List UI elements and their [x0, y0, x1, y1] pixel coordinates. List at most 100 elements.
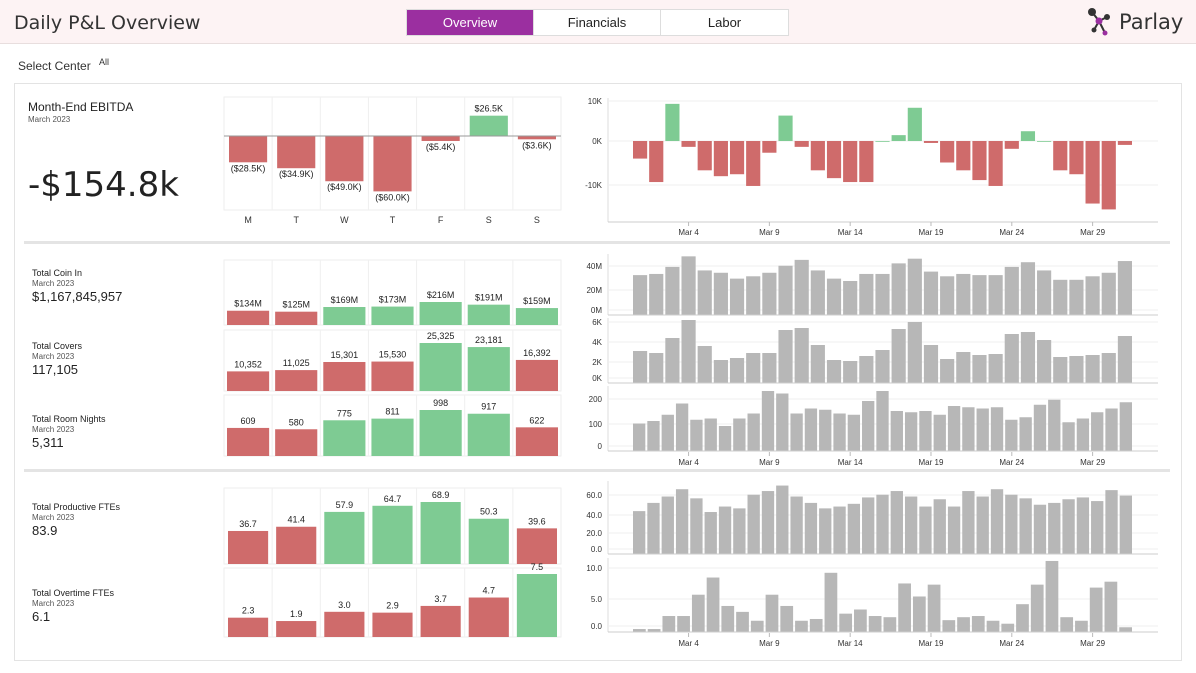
bar — [665, 338, 680, 383]
x-tick-label: Mar 19 — [919, 458, 944, 467]
bar — [323, 420, 366, 456]
bar — [690, 419, 703, 451]
bar — [515, 427, 558, 456]
bar — [704, 418, 717, 451]
bar — [275, 429, 318, 456]
bar — [988, 354, 1003, 383]
bar — [809, 618, 823, 632]
tab-labor[interactable]: Labor — [707, 15, 742, 30]
bar — [1020, 262, 1036, 315]
bar — [372, 612, 413, 637]
y-tick-label: 0 — [598, 442, 603, 451]
y-tick-label: 60.0 — [586, 491, 602, 500]
bar — [1030, 584, 1044, 632]
bar — [713, 141, 728, 177]
bar — [324, 511, 365, 564]
bar — [1085, 276, 1100, 315]
data-label: 622 — [529, 415, 544, 425]
bar — [847, 503, 861, 554]
bar — [824, 572, 838, 632]
data-label: $159M — [523, 296, 551, 306]
bar — [1105, 490, 1118, 554]
bar — [1004, 334, 1019, 383]
weekday-label: S — [534, 215, 540, 225]
bar — [1062, 499, 1075, 554]
bar — [662, 616, 676, 632]
bar — [833, 413, 846, 451]
data-label: 36.7 — [239, 519, 257, 529]
bar — [862, 497, 875, 554]
y-tick-label: 20M — [586, 286, 602, 295]
parlay-logo-icon — [1088, 8, 1110, 36]
bar — [371, 418, 414, 456]
bar — [665, 103, 680, 141]
bar — [733, 508, 746, 554]
bar — [323, 361, 366, 391]
room-nights-period: March 2023 — [32, 425, 75, 434]
bar — [907, 258, 922, 315]
x-tick-label: Mar 19 — [919, 639, 944, 648]
data-label: ($60.0K) — [375, 192, 410, 202]
bar — [859, 273, 874, 315]
bar — [1048, 502, 1061, 554]
app-header: Daily P&L Overview Overview Financials L… — [0, 0, 1196, 44]
bar — [228, 617, 269, 637]
bar — [765, 594, 779, 632]
covers-title: Total Covers — [32, 341, 83, 351]
bar — [647, 502, 660, 554]
bar — [933, 499, 946, 554]
data-label: $216M — [427, 290, 455, 300]
bar — [633, 141, 648, 159]
bar — [1048, 399, 1061, 451]
bar — [633, 511, 646, 554]
bar — [891, 263, 906, 315]
x-tick-label: Mar 24 — [999, 639, 1024, 648]
bar — [883, 617, 897, 632]
y-tick-label: 0M — [591, 306, 602, 315]
select-center-label: Select Center — [18, 59, 91, 73]
tab-financials[interactable]: Financials — [534, 10, 661, 35]
bar — [956, 273, 971, 315]
bar — [468, 597, 509, 637]
bar — [1004, 266, 1019, 315]
bar — [923, 271, 939, 315]
bar — [713, 272, 728, 315]
bar — [468, 518, 509, 564]
bar — [826, 278, 842, 315]
coin-in-value: $1,167,845,957 — [32, 289, 123, 304]
bar — [843, 361, 858, 383]
bar — [649, 353, 664, 383]
bar — [1019, 417, 1032, 451]
bar — [776, 485, 789, 554]
bar — [1005, 494, 1018, 554]
tab-overview[interactable]: Overview — [407, 10, 534, 35]
bar — [833, 506, 846, 554]
bar — [1119, 402, 1132, 451]
bar — [804, 408, 818, 451]
bar — [990, 489, 1004, 554]
bar — [227, 310, 270, 325]
bar — [804, 502, 818, 554]
bar — [942, 620, 956, 632]
select-center-dropdown[interactable]: All — [99, 57, 110, 67]
bar — [847, 414, 861, 451]
data-label: 775 — [337, 408, 352, 418]
bar — [718, 506, 732, 554]
logo-text: Parlay — [1119, 10, 1184, 34]
section-divider — [24, 241, 1170, 244]
bar — [819, 409, 832, 451]
bar — [1089, 587, 1103, 632]
bar — [907, 322, 922, 383]
data-label: $173M — [379, 295, 407, 305]
bar — [515, 308, 558, 325]
bar — [1117, 141, 1132, 145]
data-label: 609 — [241, 416, 256, 426]
y-tick-label: 0K — [592, 374, 602, 383]
bar — [1101, 353, 1116, 383]
x-tick-label: Mar 24 — [999, 228, 1024, 237]
y-tick-label: 4K — [592, 338, 602, 347]
bar — [633, 423, 646, 451]
bar — [746, 353, 761, 383]
bar — [810, 270, 825, 315]
bar — [1085, 355, 1100, 383]
